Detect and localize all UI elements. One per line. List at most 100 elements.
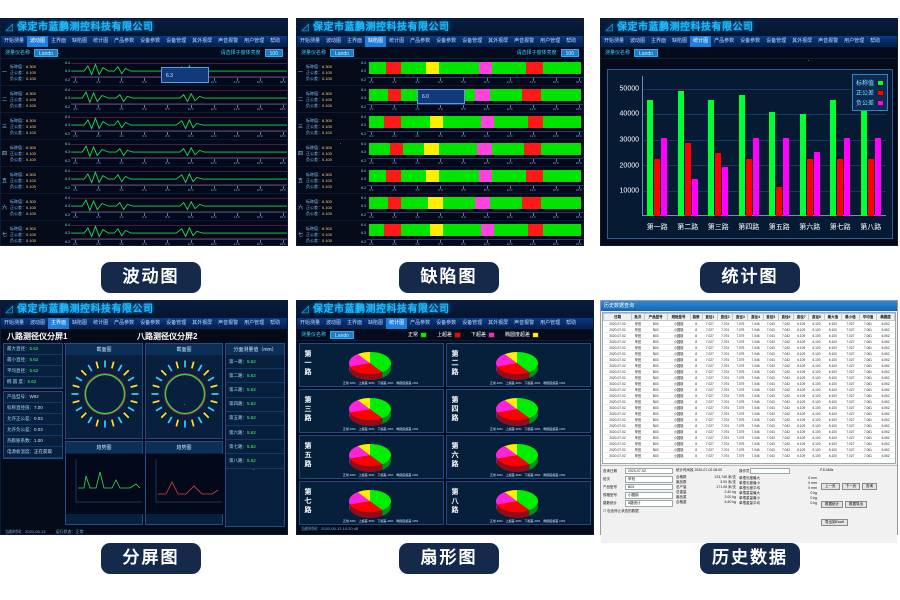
menu-item-8[interactable]: 其外报屏 bbox=[792, 37, 813, 44]
pie-slice-下超差[interactable] bbox=[349, 400, 370, 413]
pie-slice-椭圆度超差[interactable] bbox=[357, 398, 370, 410]
bar-正公差[interactable] bbox=[684, 143, 691, 216]
history-column-header[interactable]: 直径7 bbox=[793, 313, 810, 321]
pie-slice-正常[interactable] bbox=[370, 490, 391, 511]
table-row[interactable]: 2020-07-02 甲班 B03 小圆钢 8 7.027 7.074 7.079 7.046 7… bbox=[603, 398, 895, 405]
table-row[interactable]: 2020-07-02 甲班 B03 小圆钢 8 7.027 7.074 7.079 7.046 7… bbox=[603, 404, 895, 411]
table-row[interactable]: 2020-07-02 甲班 B03 小圆钢 8 7.027 7.074 7.079 7.046 7… bbox=[603, 428, 895, 435]
history-button-导出到Excel[interactable]: 导出到Excel bbox=[821, 519, 849, 526]
menu-item-11[interactable]: 帮助 bbox=[270, 37, 281, 44]
table-row[interactable]: 2020-07-02 甲班 B03 小圆钢 8 7.027 7.074 7.079 7.046 7… bbox=[603, 392, 895, 399]
filter-value[interactable]: 2020-07-02 bbox=[625, 468, 673, 474]
include-stopped-checkbox[interactable]: ☐ 包含停止状态的数据 bbox=[603, 508, 639, 513]
bar-标称值[interactable] bbox=[769, 112, 776, 216]
menu-item-8[interactable]: 其外报屏 bbox=[192, 37, 213, 44]
table-row[interactable]: 2020-07-02 甲班 B03 小圆钢 8 7.027 7.074 7.079 7.046 7… bbox=[603, 344, 895, 351]
menu-item-1[interactable]: 波动图 bbox=[630, 37, 646, 44]
history-button-下一页[interactable]: 下一页 bbox=[841, 483, 860, 490]
bar-负公差[interactable] bbox=[783, 138, 790, 216]
table-row[interactable]: 2020-07-02 甲班 B03 小圆钢 8 7.027 7.074 7.079 7.046 7… bbox=[603, 410, 895, 417]
history-filter-field[interactable]: 规格型号 小圆钢 bbox=[603, 491, 673, 499]
menu-item-0[interactable]: 开始测量 bbox=[604, 37, 625, 44]
history-filter-field[interactable]: 查询日期 2020-07-02 bbox=[603, 468, 673, 474]
menu-item-5[interactable]: 产品参数 bbox=[114, 319, 135, 326]
pie-slice-下超差[interactable] bbox=[496, 400, 517, 413]
menu-item-5[interactable]: 产品参数 bbox=[714, 37, 735, 44]
menu-item-1[interactable]: 波动图 bbox=[326, 319, 342, 326]
bar-负公差[interactable] bbox=[691, 179, 698, 216]
filter-value[interactable]: 小圆钢 bbox=[625, 491, 673, 499]
pie-slice-下超差[interactable] bbox=[496, 354, 517, 367]
menu-item-3[interactable]: 缺陷图 bbox=[672, 37, 688, 44]
defect-bar[interactable]: 0.0 2.0 4.0 6.0 8.0 10.0 12.0 14.0 16.0 18.0 bbox=[367, 113, 583, 139]
menu-item-0[interactable]: 开始测量 bbox=[4, 319, 25, 326]
pie-card-第八路[interactable]: 第 八 路正常 40% 上超差 30% 下超差 20% 椭圆度超差 10% bbox=[446, 481, 591, 525]
history-column-header[interactable]: 日期 bbox=[603, 313, 632, 321]
menu-item-4[interactable]: 统计图 bbox=[386, 317, 408, 329]
history-column-header[interactable]: 批次 bbox=[630, 313, 645, 321]
menu-item-4[interactable]: 统计图 bbox=[93, 37, 109, 44]
pie-slice-椭圆度超差[interactable] bbox=[504, 352, 517, 364]
history-filter-field[interactable]: 产品型号 B03 bbox=[603, 484, 673, 490]
pie-card-第五路[interactable]: 第 五 路正常 40% 上超差 30% 下超差 20% 椭圆度超差 10% bbox=[299, 435, 444, 479]
history-column-header[interactable]: 直径6 bbox=[777, 313, 795, 321]
history-column-header[interactable]: 最小值 bbox=[841, 313, 860, 321]
pie-slice-上超差[interactable] bbox=[497, 455, 530, 467]
menu-item-4[interactable]: 统计图 bbox=[389, 37, 405, 44]
pie-slice-正常[interactable] bbox=[517, 352, 538, 373]
menu-item-5[interactable]: 产品参数 bbox=[410, 319, 431, 326]
operator-field[interactable]: 操作员 bbox=[739, 468, 817, 474]
menu-item-11[interactable]: 帮助 bbox=[566, 319, 577, 326]
table-row[interactable]: 2020-07-02 甲班 B03 小圆钢 8 7.027 7.074 7.079 7.046 7… bbox=[603, 386, 895, 393]
defect-bar[interactable]: 0.0 2.0 4.0 6.0 8.0 10.0 12.0 14.0 16.0 18.0 bbox=[367, 221, 583, 245]
menu-item-6[interactable]: 设备参数 bbox=[140, 319, 161, 326]
pie-slice-正常[interactable] bbox=[370, 444, 391, 465]
menu-item-3[interactable]: 缺陷图 bbox=[72, 319, 88, 326]
bar-负公差[interactable] bbox=[813, 151, 820, 216]
history-button-数据导出[interactable]: 数据导出 bbox=[845, 501, 867, 508]
history-column-header[interactable]: 直径8 bbox=[808, 313, 825, 321]
history-table-scroll[interactable]: 日期 批次 产品型号 规格型号 路数 直径1 直径2 直径3 直径4 直径5 直径6 直径7 直径8 最大… bbox=[602, 312, 896, 464]
menu-item-2[interactable]: 主界面 bbox=[651, 37, 667, 44]
device-name-input[interactable]: Lando bbox=[634, 48, 658, 57]
bar-正公差[interactable] bbox=[837, 158, 844, 216]
menu-item-5[interactable]: 产品参数 bbox=[114, 37, 135, 44]
history-column-header[interactable]: 直径5 bbox=[762, 313, 779, 321]
pie-slice-椭圆度超差[interactable] bbox=[357, 352, 370, 364]
table-row[interactable]: 2020-07-02 甲班 B03 小圆钢 8 7.027 7.074 7.079 7.046 7… bbox=[603, 440, 895, 447]
pie-slice-椭圆度超差[interactable] bbox=[504, 444, 517, 456]
bar-正公差[interactable] bbox=[745, 158, 752, 216]
history-filter-field[interactable]: 班次 甲班 bbox=[603, 475, 673, 483]
pie-slice-椭圆度超差[interactable] bbox=[357, 490, 370, 502]
pie-slice-正常[interactable] bbox=[370, 352, 391, 373]
table-row[interactable]: 2020-07-02 甲班 B03 小圆钢 8 7.027 7.074 7.079 7.046 7… bbox=[603, 374, 895, 381]
bar-标称值[interactable] bbox=[738, 94, 745, 216]
pie-slice-上超差[interactable] bbox=[350, 455, 383, 467]
menu-item-2[interactable]: 主界面 bbox=[347, 319, 363, 326]
pie-card-第一路[interactable]: 第 一 路正常 40% 上超差 30% 下超差 20% 椭圆度超差 10% bbox=[299, 343, 444, 387]
table-row[interactable]: 2020-07-02 甲班 B03 小圆钢 8 7.027 7.074 7.079 7.046 7… bbox=[603, 326, 895, 333]
history-column-header[interactable]: 直径3 bbox=[732, 313, 749, 321]
menu-item-9[interactable]: 声音报警 bbox=[514, 37, 535, 44]
pie-slice-椭圆度超差[interactable] bbox=[357, 444, 370, 456]
menu-item-9[interactable]: 声音报警 bbox=[218, 37, 239, 44]
history-button-数据统计[interactable]: 数据统计 bbox=[821, 501, 843, 508]
table-row[interactable]: 2020-07-02 甲班 B03 小圆钢 8 7.027 7.074 7.079 7.046 7… bbox=[603, 422, 895, 429]
table-row[interactable]: 2020-07-02 甲班 B03 小圆钢 8 7.027 7.074 7.079 7.046 7… bbox=[603, 446, 895, 453]
menu-item-2[interactable]: 主界面 bbox=[48, 317, 70, 329]
device-name-input[interactable]: Lando bbox=[34, 48, 58, 57]
menu-item-10[interactable]: 用户管理 bbox=[540, 319, 561, 326]
pie-slice-上超差[interactable] bbox=[497, 409, 530, 421]
pie-slice-上超差[interactable] bbox=[350, 363, 383, 375]
bar-标称值[interactable] bbox=[647, 100, 654, 216]
menu-item-6[interactable]: 设备参数 bbox=[436, 37, 457, 44]
table-row[interactable]: 2020-07-02 甲班 B03 小圆钢 8 7.027 7.074 7.079 7.046 7… bbox=[603, 338, 895, 345]
table-row[interactable]: 2020-07-02 甲班 B03 小圆钢 8 7.027 7.074 7.079 7.046 7… bbox=[603, 362, 895, 369]
menu-item-2[interactable]: 主界面 bbox=[51, 37, 67, 44]
menu-item-0[interactable]: 开始测量 bbox=[300, 37, 321, 44]
pie-slice-椭圆度超差[interactable] bbox=[504, 490, 517, 502]
bar-正公差[interactable] bbox=[867, 158, 874, 216]
history-column-header[interactable]: 直径1 bbox=[701, 313, 718, 321]
